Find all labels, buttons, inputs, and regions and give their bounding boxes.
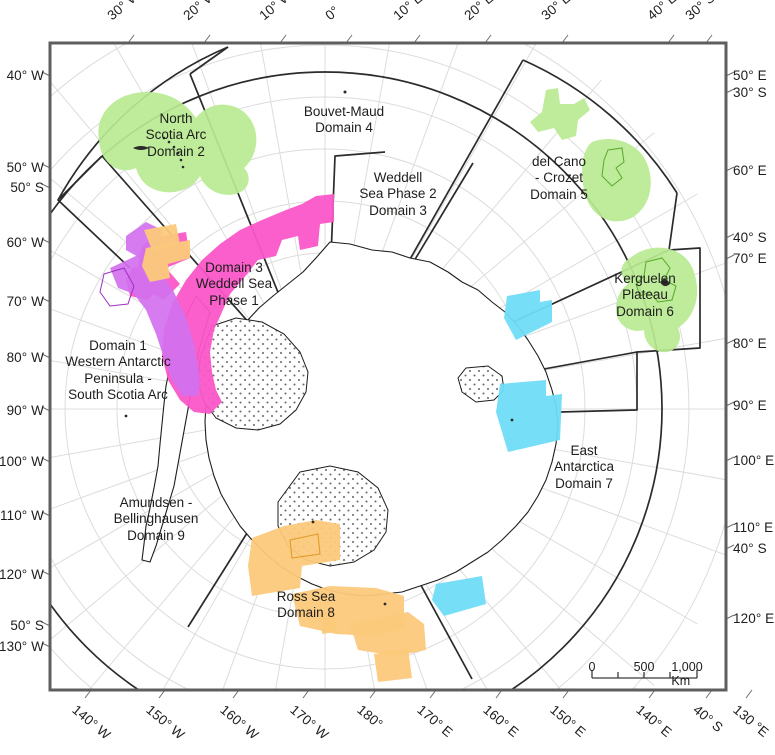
right-axis-tick-label: 80° E	[733, 336, 767, 351]
domain-label-line: Kerguelen	[614, 271, 676, 287]
domain-label-7: EastAntarcticaDomain 7	[554, 443, 614, 492]
domain-label-line: Ross Sea	[277, 589, 336, 605]
domain-label-line: Bouvet-Maud	[304, 104, 384, 120]
map-figure: 30° W20° W10° W0°10° E20° E30° E40° E30°…	[0, 0, 775, 755]
scale-bar-tick-label: 1,000 Km	[671, 660, 702, 688]
domain-label-line: East	[554, 443, 614, 459]
right-axis-tick-label: 50° E	[733, 68, 767, 83]
domain-label-line: Domain 1	[65, 338, 171, 354]
right-axis-tick-label: 110° E	[733, 520, 773, 535]
right-axis-tick-label: 120° E	[733, 611, 774, 626]
domain-label-line: Domain 9	[114, 528, 199, 544]
domain-label-line: South Scotia Arc	[65, 387, 171, 403]
right-axis-tick-label: 70° E	[733, 251, 767, 266]
left-axis-tick-label: 100° W	[0, 454, 44, 469]
domain-label-1: Domain 1Western AntarcticPeninsula -Sout…	[65, 338, 171, 404]
left-axis-tick-label: 50° S	[10, 180, 44, 195]
domain-label-line: Scotia Arc	[146, 127, 207, 143]
right-axis-tick-label: 30° S	[733, 85, 767, 100]
left-axis-tick-label: 80° W	[7, 350, 44, 365]
left-axis-tick-label: 50° W	[7, 160, 44, 175]
right-axis-tick-label: 40° S	[733, 541, 767, 556]
domain-label-3: WeddellSea Phase 2Domain 3	[359, 170, 436, 219]
domain-label-line: Weddell Sea	[196, 276, 272, 292]
axis-tick	[746, 690, 752, 698]
domain-label-4: Bouvet-MaudDomain 4	[304, 104, 384, 137]
domain-label-line: Bellinghausen	[114, 511, 199, 527]
domain-label-line: Domain 7	[554, 476, 614, 492]
left-axis-tick-label: 70° W	[7, 294, 44, 309]
domain-label-line: Western Antarctic	[65, 354, 171, 370]
domain-label-line: Domain 3	[196, 260, 272, 276]
domain-label-line: Sea Phase 2	[359, 186, 436, 202]
domain-label-line: Weddell	[359, 170, 436, 186]
right-axis-tick-label: 90° E	[733, 398, 767, 413]
domain-label-line: Antarctica	[554, 459, 614, 475]
domain-label-3: Domain 3Weddell SeaPhase 1	[196, 260, 272, 309]
domain-label-9: Amundsen -BellinghausenDomain 9	[114, 495, 199, 544]
domain-label-line: North	[146, 111, 207, 127]
right-axis-tick-label: 60° E	[733, 163, 767, 178]
left-axis-tick-label: 60° W	[7, 235, 44, 250]
left-axis-tick-label: 120° W	[0, 567, 44, 582]
domain-label-line: Domain 3	[359, 203, 436, 219]
domain-label-5: del Cano- CrozetDomain 5	[530, 154, 588, 203]
scale-bar-tick-label: 500	[634, 660, 655, 674]
domain-label-line: Amundsen -	[114, 495, 199, 511]
right-axis-tick-label: 100° E	[733, 453, 774, 468]
domain-label-line: del Cano	[530, 154, 588, 170]
left-axis-tick-label: 50° S	[10, 618, 44, 633]
domain-label-8: Ross SeaDomain 8	[277, 589, 336, 622]
domain-label-line: Domain 5	[530, 187, 588, 203]
domain-label-6: KerguelenPlateauDomain 6	[614, 271, 676, 320]
domain-label-line: Peninsula -	[65, 371, 171, 387]
domain-label-line: Domain 4	[304, 120, 384, 136]
domain-label-line: Domain 2	[146, 144, 207, 160]
right-axis-tick-label: 40° S	[733, 230, 767, 245]
left-axis-tick-label: 110° W	[0, 508, 44, 523]
scale-bar-tick-label: 0	[589, 660, 596, 674]
left-axis-tick-label: 130° W	[0, 639, 44, 654]
domain-label-line: - Crozet	[530, 170, 588, 186]
scale-bar-numbers: 05001,000 Km	[592, 660, 697, 676]
domain-label-line: Phase 1	[196, 293, 272, 309]
left-axis-tick-label: 40° W	[7, 68, 44, 83]
domain-label-line: Plateau	[614, 287, 676, 303]
domain-label-line: Domain 6	[614, 304, 676, 320]
left-axis-tick-label: 90° W	[7, 403, 44, 418]
domain-label-2: NorthScotia ArcDomain 2	[146, 111, 207, 160]
domain-label-line: Domain 8	[277, 605, 336, 621]
